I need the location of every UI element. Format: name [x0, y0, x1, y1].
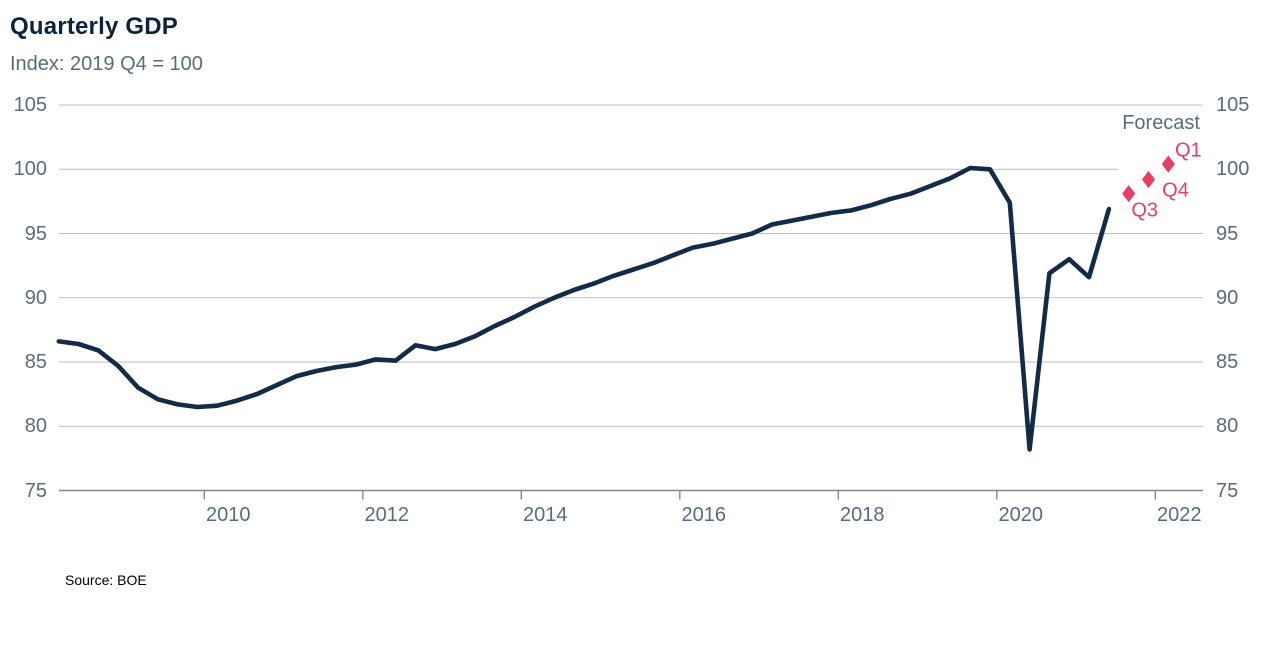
x-tick-label-2016: 2016 [681, 503, 727, 526]
gdp-line [56, 165, 1112, 452]
y-tick-label-right-95: 95 [1216, 222, 1239, 245]
y-tick-label-left-80: 80 [24, 415, 47, 438]
source-note: Source: BOE [65, 572, 147, 588]
y-tick-label-left-105: 105 [13, 94, 47, 116]
forecast-gridline-mask [1118, 152, 1204, 186]
forecast-point-label-q4: Q4 [1162, 179, 1189, 202]
x-tick-label-2014: 2014 [523, 503, 568, 526]
y-tick-label-left-100: 100 [13, 158, 47, 181]
y-tick-label-right-100: 100 [1216, 158, 1250, 181]
forecast-annotation: Forecast [1122, 112, 1200, 134]
y-tick-label-right-105: 105 [1216, 94, 1250, 116]
forecast-point-label-q1: Q1 [1174, 139, 1202, 162]
forecast-point-label-q3: Q3 [1131, 199, 1159, 222]
y-tick-label-left-85: 85 [24, 351, 47, 373]
y-tick-label-right-90: 90 [1216, 286, 1239, 309]
forecast-diamond-q1 [1161, 155, 1175, 173]
y-tick-label-left-90: 90 [24, 286, 47, 309]
x-tick-label-2020: 2020 [998, 503, 1044, 526]
x-tick-label-2012: 2012 [364, 503, 410, 526]
x-tick-label-2022: 2022 [1157, 503, 1202, 526]
y-tick-label-right-85: 85 [1216, 351, 1239, 373]
x-tick-label-2018: 2018 [840, 503, 885, 526]
chart-subtitle: Index: 2019 Q4 = 100 [10, 53, 203, 75]
y-tick-label-right-75: 75 [1216, 479, 1239, 502]
y-tick-label-left-75: 75 [24, 479, 47, 502]
chart-title: Quarterly GDP [10, 13, 178, 40]
x-tick-label-2010: 2010 [206, 503, 251, 526]
forecast-diamond-q4 [1141, 170, 1156, 189]
forecast-diamond-q3 [1122, 185, 1136, 203]
y-tick-label-left-95: 95 [24, 222, 47, 245]
y-tick-label-right-80: 80 [1216, 415, 1239, 438]
